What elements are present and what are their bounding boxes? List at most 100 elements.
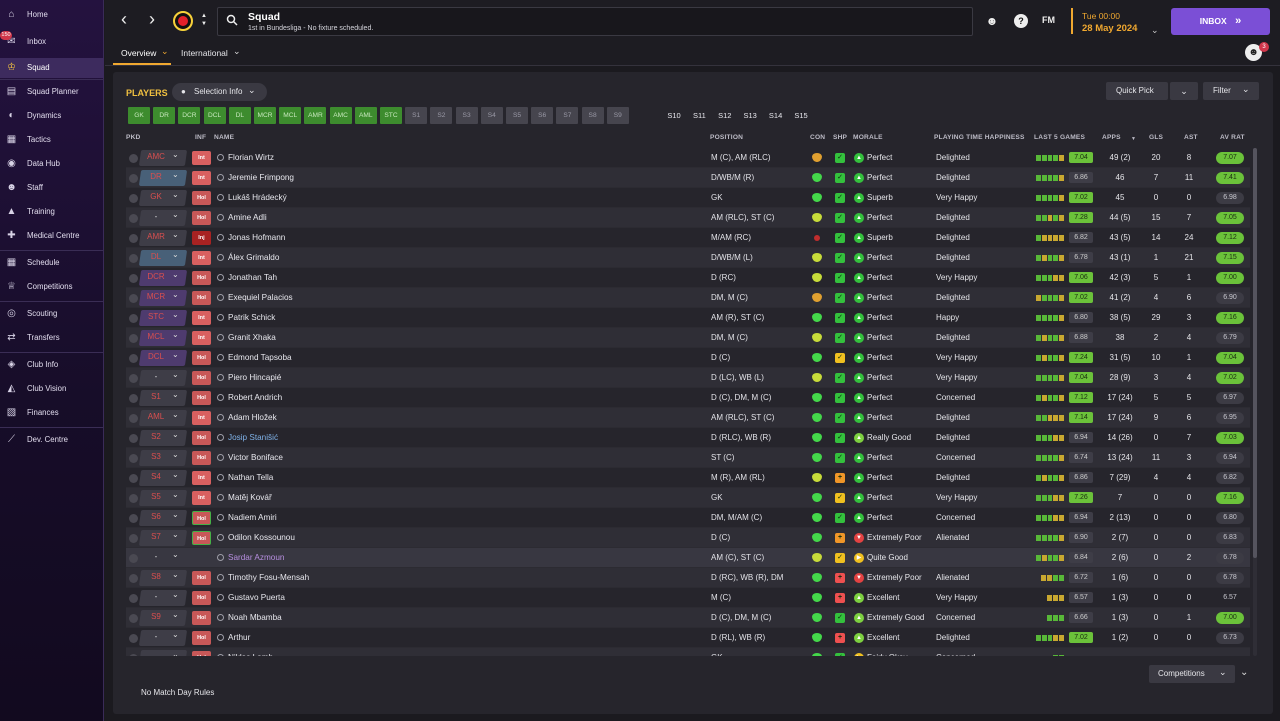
player-name[interactable]: Adam Hložek [228,413,277,422]
player-name[interactable]: Niklas Lomb [228,653,273,656]
player-name[interactable]: Gustavo Puerta [228,593,285,602]
position-button-amr[interactable]: AMR [304,107,327,124]
table-row[interactable]: MCR ⌄ Hol Exequiel Palacios DM, M (C) ✓ ▲ Perfe… [126,288,1250,308]
column-header-morale[interactable]: MORALE [853,134,883,141]
player-name[interactable]: Nadiem Amiri [228,513,277,522]
sidebar-item-dynamics[interactable]: ◐ Dynamics [0,106,104,126]
tab-overview[interactable]: Overview ⌄ [113,42,171,65]
player-name[interactable]: Nathan Tella [228,473,274,482]
player-name[interactable]: Odilon Kossounou [228,533,295,542]
column-header-con[interactable]: CON [810,134,826,141]
sidebar-item-scouting[interactable]: ◎ Scouting [0,304,104,324]
penalty-kick-radio[interactable] [129,654,138,656]
penalty-kick-radio[interactable] [129,254,138,263]
column-header-last5[interactable]: LAST 5 GAMES [1034,134,1086,141]
player-name[interactable]: Granit Xhaka [228,333,276,342]
penalty-kick-radio[interactable] [129,174,138,183]
player-name[interactable]: Matěj Kovář [228,493,272,502]
player-name[interactable]: Arthur [228,633,251,642]
position-button-s8[interactable]: S8 [581,107,604,124]
position-button-s5[interactable]: S5 [506,107,528,124]
player-name[interactable]: Timothy Fosu-Mensah [228,573,310,582]
table-row[interactable]: MCL ⌄ Int Granit Xhaka DM, M (C) ✓ ▲ Perfect Del… [126,328,1250,348]
player-name[interactable]: Lukáš Hrádecký [228,193,287,202]
club-switch-chevrons-icon[interactable]: ▲ ▼ [201,13,207,27]
sidebar-item-tactics[interactable]: ▦ Tactics [0,130,104,150]
player-name[interactable]: Florian Wirtz [228,153,274,162]
penalty-kick-radio[interactable] [129,574,138,583]
penalty-kick-radio[interactable] [129,394,138,403]
column-header-name[interactable]: NAME [214,134,235,141]
player-name[interactable]: Jonathan Tah [228,273,278,282]
date-options-icon[interactable]: ⌄ [1151,25,1159,35]
penalty-kick-radio[interactable] [129,314,138,323]
sidebar-item-competitions[interactable]: ♕ Competitions [0,277,104,297]
table-row[interactable]: - ⌄ Hol Gustavo Puerta M (C) + ▲ Excellent Very … [126,588,1250,608]
penalty-kick-radio[interactable] [129,334,138,343]
column-header-apps[interactable]: APPS [1102,134,1121,141]
player-name[interactable]: Victor Boniface [228,453,283,462]
position-button-s11[interactable]: S11 [692,111,706,120]
table-row[interactable]: S8 ⌄ Hol Timothy Fosu-Mensah D (RC), WB (R),… [126,568,1250,588]
player-name[interactable]: Sardar Azmoun [228,553,285,562]
search-bar[interactable]: Squad 1st in Bundesliga - No fixture sch… [217,7,973,36]
position-button-s9[interactable]: S9 [606,107,629,124]
position-button-gk[interactable]: GK [128,107,150,124]
column-header-pkd[interactable]: PKD [126,134,141,141]
player-name[interactable]: Noah Mbamba [228,613,282,622]
table-row[interactable]: DCR ⌄ Hol Jonathan Tah D (RC) ✓ ▲ Perfect Very H… [126,268,1250,288]
penalty-kick-radio[interactable] [129,454,138,463]
sidebar-item-medical-centre[interactable]: ✚ Medical Centre [0,226,104,246]
position-button-dcl[interactable]: DCL [203,107,226,124]
table-row[interactable]: STC ⌄ Int Patrik Schick AM (R), ST (C) ✓ ▲ Perf… [126,308,1250,328]
player-name[interactable]: Josip Stanišić [228,433,279,442]
tab-international[interactable]: International ⌄ [175,42,243,65]
penalty-kick-radio[interactable] [129,514,138,523]
competitions-button[interactable]: Competitions ⌄ [1149,665,1235,683]
table-scrollbar[interactable] [1253,148,1257,656]
sidebar-item-inbox[interactable]: ✉ Inbox [0,32,104,52]
column-header-inf[interactable]: INF [195,134,207,141]
position-button-aml[interactable]: AML [354,107,377,124]
penalty-kick-radio[interactable] [129,294,138,303]
position-button-dr[interactable]: DR [153,107,176,124]
position-button-s14[interactable]: S14 [768,111,783,120]
table-row[interactable]: - ⌄ Sardar Azmoun AM (C), ST (C) ✓ ▶ Quite Goo… [126,548,1250,568]
sidebar-item-transfers[interactable]: ⇄ Transfers [0,328,104,348]
table-row[interactable]: AML ⌄ Int Adam Hložek AM (RLC), ST (C) ✓ ▲ Perf… [126,408,1250,428]
position-button-mcr[interactable]: MCR [254,107,276,124]
sidebar-item-training[interactable]: ▲ Training [0,202,104,222]
table-row[interactable]: S2 ⌄ Hol Josip Stanišić D (RLC), WB (R) ✓ ▲ Rea… [126,428,1250,448]
table-row[interactable]: DR ⌄ Int Jeremie Frimpong D/WB/M (R) ✓ ▲ Perfec… [126,168,1250,188]
sidebar-item-squad-planner[interactable]: ▤ Squad Planner [0,82,104,102]
sidebar-item-home[interactable]: ⌂ Home [0,5,104,25]
sidebar-item-data-hub[interactable]: ◉ Data Hub [0,154,104,174]
help-icon[interactable]: ? [1014,14,1028,28]
penalty-kick-radio[interactable] [129,234,138,243]
player-name[interactable]: Robert Andrich [228,393,283,402]
penalty-kick-radio[interactable] [129,154,138,163]
table-row[interactable]: AMC ⌄ Int Florian Wirtz M (C), AM (RLC) ✓ ▲ Per… [126,148,1250,168]
table-row[interactable]: S7 ⌄ Hol Odilon Kossounou D (C) + ▼ Extremely P… [126,528,1250,548]
penalty-kick-radio[interactable] [129,214,138,223]
position-button-mcl[interactable]: MCL [279,107,302,124]
table-row[interactable]: S4 ⌄ Int Nathan Tella M (R), AM (RL) + ▲ Perfec… [126,468,1250,488]
column-header-shp[interactable]: SHP [833,134,848,141]
position-button-s7[interactable]: S7 [556,107,579,124]
penalty-kick-radio[interactable] [129,194,138,203]
social-feed-icon[interactable]: ☻ [1245,44,1262,61]
penalty-kick-radio[interactable] [129,494,138,503]
table-row[interactable]: GK ⌄ Hol Lukáš Hrádecký GK ✓ ▲ Superb Very Happy… [126,188,1250,208]
position-button-s15[interactable]: S15 [794,111,808,120]
penalty-kick-radio[interactable] [129,554,138,563]
sidebar-item-finances[interactable]: ▧ Finances [0,403,104,423]
quick-pick-button[interactable]: Quick Pick [1106,82,1168,100]
penalty-kick-radio[interactable] [129,414,138,423]
position-button-dl[interactable]: DL [228,107,251,124]
inbox-continue-button[interactable]: INBOX » [1171,8,1270,35]
scrollbar-thumb[interactable] [1253,148,1257,558]
column-header-ast[interactable]: AST [1184,134,1198,141]
position-button-dcr[interactable]: DCR [178,107,201,124]
position-button-amc[interactable]: AMC [329,107,352,124]
sidebar-item-club-vision[interactable]: ◭ Club Vision [0,379,104,399]
